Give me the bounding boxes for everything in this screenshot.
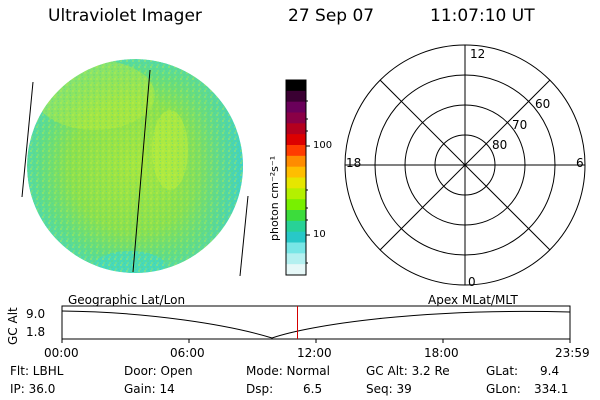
status-dsp-value: 6.5	[303, 382, 323, 396]
timeline-left-caption: Geographic Lat/Lon	[68, 293, 186, 307]
date-label: 27 Sep 07	[288, 6, 375, 26]
timeline-right-caption: Apex MLat/MLT	[428, 293, 518, 307]
status-mode: Mode: Normal	[246, 364, 330, 378]
colorbar-tick-100: 100	[313, 140, 333, 151]
status-door: Door: Open	[124, 364, 193, 378]
altitude-curve	[61, 310, 571, 339]
meridian-line	[132, 69, 151, 273]
colorbar-cell	[286, 112, 306, 124]
status-glon-label: GLon:	[486, 382, 521, 396]
status-dsp-label: Dsp:	[246, 382, 274, 396]
status-gc-alt: GC Alt: 3.2 Re	[366, 364, 450, 378]
timeline-ytick-9: 9.0	[26, 307, 46, 321]
mlt-label-18: 18	[346, 156, 362, 170]
colorbar-cell	[286, 220, 306, 233]
colorbar-cell	[286, 90, 306, 103]
colorbar-cell	[286, 242, 306, 254]
status-ip: IP: 36.0	[10, 382, 56, 396]
status-glat-value: 9.4	[540, 364, 560, 378]
colorbar-cell	[286, 80, 306, 92]
time-label: 11:07:10 UT	[430, 6, 535, 26]
colorbar-cell	[286, 166, 306, 178]
timeline-xtick-0: 00:00	[44, 346, 79, 360]
timeline-ytick-1-8: 1.8	[26, 325, 46, 339]
timeline-xtick-2: 12:00	[297, 346, 332, 360]
lat-label-80: 80	[492, 138, 508, 152]
status-gain: Gain: 14	[124, 382, 175, 396]
status-flt: Flt: LBHL	[10, 364, 64, 378]
colorbar-cell	[286, 145, 306, 157]
colorbar-cell	[286, 264, 306, 276]
instrument-title: Ultraviolet Imager	[48, 6, 202, 26]
timeline-xtick-4: 23:59	[555, 346, 590, 360]
colorbar-cell	[286, 177, 306, 189]
colorbar-cell	[286, 253, 306, 265]
colorbar-cell	[286, 101, 306, 113]
lat-label-60: 60	[535, 97, 551, 111]
mlt-label-0: 0	[468, 275, 476, 289]
limb-line-left	[21, 81, 34, 198]
limb-line-right	[239, 195, 249, 277]
colorbar-cell	[286, 231, 306, 243]
timeline-xtick-3: 18:00	[424, 346, 459, 360]
colorbar-cell	[286, 199, 306, 211]
colorbar-cell	[286, 123, 306, 135]
timeline-xtick-1: 06:00	[170, 346, 205, 360]
mlt-label-12: 12	[470, 47, 486, 61]
status-seq: Seq: 39	[366, 382, 412, 396]
mlt-label-6: 6	[576, 156, 584, 170]
colorbar-cell	[286, 155, 306, 168]
status-glat-label: GLat:	[486, 364, 519, 378]
lat-label-70: 70	[512, 118, 528, 132]
colorbar-cell	[286, 188, 306, 200]
colorbar-cell	[286, 134, 306, 146]
colorbar-cell	[286, 210, 306, 222]
colorbar-tick-10: 10	[313, 229, 326, 240]
status-glon-value: 334.1	[534, 382, 569, 396]
